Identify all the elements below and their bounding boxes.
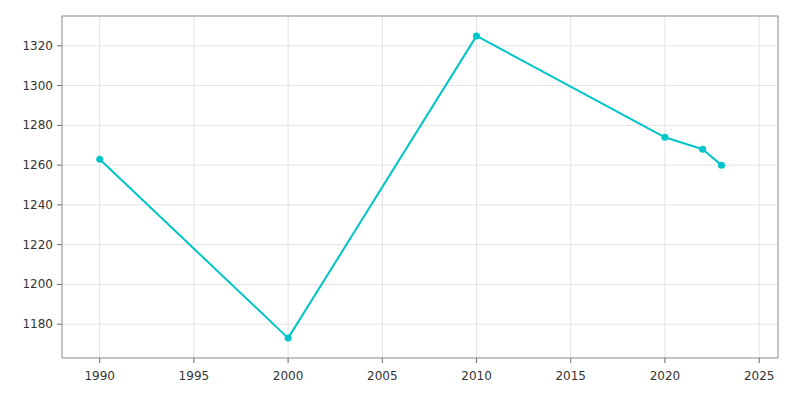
y-tick-label: 1280 — [22, 118, 53, 132]
y-tick-label: 1260 — [22, 158, 53, 172]
chart-container: 1990 1995 2000 2005 2010 2015 2020 2025 1180 1200… — [0, 0, 800, 400]
point — [718, 162, 725, 169]
x-tick — [664, 358, 665, 363]
x-tick — [288, 358, 289, 363]
point — [96, 156, 103, 163]
y-tick — [57, 85, 62, 86]
y-tick-label: 1200 — [22, 277, 53, 291]
y-tick-label: 1220 — [22, 238, 53, 252]
x-grid-line — [759, 16, 760, 358]
y-tick — [57, 204, 62, 205]
y-grid-line — [62, 45, 778, 46]
y-tick-label: 1240 — [22, 198, 53, 212]
x-grid-line — [193, 16, 194, 358]
y-tick — [57, 165, 62, 166]
grid — [62, 16, 778, 358]
chart: 1990 1995 2000 2005 2010 2015 2020 2025 1180 1200… — [0, 0, 800, 400]
y-grid-line — [62, 324, 778, 325]
y-grid-line — [62, 85, 778, 86]
point — [699, 146, 706, 153]
x-tick — [382, 358, 383, 363]
plot-frame — [62, 16, 778, 358]
y-tick — [57, 324, 62, 325]
x-tick — [570, 358, 571, 363]
x-tick-label: 1990 — [84, 369, 115, 383]
x-tick — [759, 358, 760, 363]
x-tick-label: 2025 — [744, 369, 775, 383]
x-tick-label: 2000 — [273, 369, 304, 383]
y-tick — [57, 45, 62, 46]
x-grid-line — [664, 16, 665, 358]
x-tick-label: 2005 — [367, 369, 398, 383]
y-tick-label: 1300 — [22, 79, 53, 93]
y-grid-line — [62, 284, 778, 285]
point — [661, 134, 668, 141]
x-grid-line — [99, 16, 100, 358]
x-grid-line — [288, 16, 289, 358]
line — [100, 36, 722, 338]
x-tick — [99, 358, 100, 363]
point — [473, 32, 480, 39]
x-grid-line — [476, 16, 477, 358]
point — [285, 335, 292, 342]
y-tick-label: 1320 — [22, 39, 53, 53]
x-tick-label: 2010 — [461, 369, 492, 383]
series — [96, 32, 725, 341]
x-grid-line — [570, 16, 571, 358]
tick-labels: 1990 1995 2000 2005 2010 2015 2020 2025 1180 1200… — [22, 39, 774, 383]
x-tick-label: 2020 — [650, 369, 681, 383]
y-tick — [57, 284, 62, 285]
y-tick — [57, 125, 62, 126]
x-tick — [476, 358, 477, 363]
y-grid-line — [62, 165, 778, 166]
y-tick — [57, 244, 62, 245]
y-tick-label: 1180 — [22, 317, 53, 331]
x-tick-label: 1995 — [179, 369, 210, 383]
y-grid-line — [62, 244, 778, 245]
y-grid-line — [62, 204, 778, 205]
x-tick — [193, 358, 194, 363]
x-tick-label: 2015 — [555, 369, 586, 383]
